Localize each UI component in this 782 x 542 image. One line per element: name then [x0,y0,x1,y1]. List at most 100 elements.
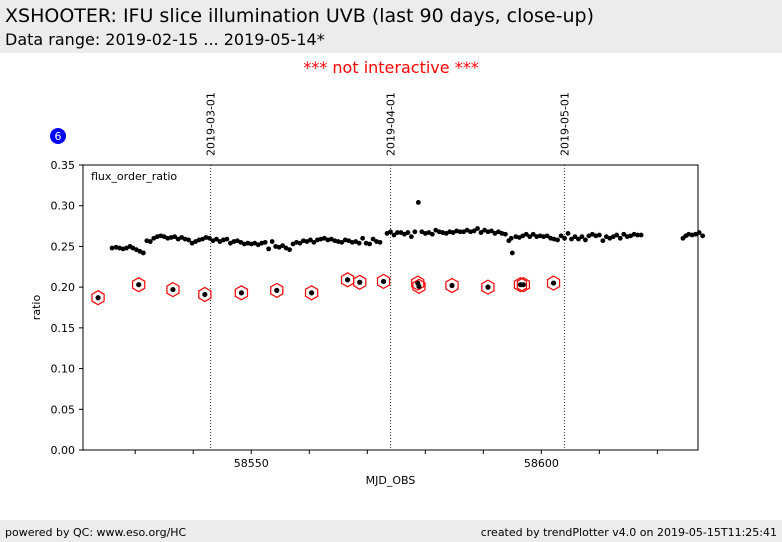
data-point [339,239,345,245]
data-point [576,236,581,242]
data-point [207,235,212,241]
y-tick-label: 0.00 [51,444,76,457]
highlight-point [416,283,422,289]
data-point [614,232,620,238]
highlight-marker [412,278,426,294]
highlight-point [357,279,363,285]
data-point [395,230,400,235]
data-point [621,231,627,237]
data-point [617,235,623,241]
data-point [262,239,268,245]
count-badge [50,128,66,144]
data-point [558,233,564,239]
highlight-point [520,282,526,288]
highlight-point [449,282,455,289]
data-point [360,235,366,241]
footer-bar: powered by QC: www.eso.org/HC created by… [0,520,782,542]
highlight-point [95,295,101,301]
footer-powered-by: powered by QC: www.eso.org/HC [5,526,187,539]
data-point [489,228,494,234]
highlight-marker [376,273,391,290]
y-tick-label: 0.25 [51,240,76,253]
data-point [565,231,571,236]
data-point [391,232,397,238]
highlight-point [380,278,387,285]
data-point [502,231,508,237]
highlight-point [308,290,315,296]
data-point [147,239,153,244]
highlight-point [202,291,208,298]
data-point [475,226,480,231]
highlight-point [274,287,280,293]
data-point [269,239,275,244]
highlight-marker [516,277,531,293]
data-point [186,237,191,243]
y-axis-label: ratio [30,295,43,321]
highlight-point [485,284,491,290]
date-marker-label: 2019-05-01 [559,92,572,156]
data-point [583,237,588,243]
highlight-marker [132,277,146,293]
data-point [308,237,313,243]
data-point [415,200,421,205]
data-point [696,230,702,235]
data-point [412,229,418,235]
y-tick-label: 0.20 [51,281,76,294]
count-badge-label: 6 [55,130,62,143]
highlight-marker [304,285,319,301]
highlight-marker [546,275,561,291]
data-point [172,234,178,240]
data-point [700,233,706,239]
data-point [635,232,641,238]
x-tick-label: 58550 [234,457,269,470]
x-axis-label: MJD_OBS [366,474,416,487]
data-point [555,237,560,243]
data-point [523,231,529,237]
data-point [311,239,317,245]
highlight-point [136,282,142,288]
highlight-point [550,280,557,286]
highlight-marker [445,277,459,294]
highlight-point [238,290,244,296]
data-point [405,230,411,235]
data-point [297,240,303,246]
data-point [214,236,219,242]
date-marker-label: 2019-04-01 [385,92,398,156]
footer-created-by: created by trendPlotter v4.0 on 2019-05-… [480,526,777,539]
data-range-subtitle: Data range: 2019-02-15 ... 2019-05-14* [5,30,325,49]
x-tick-label: 58600 [524,457,559,470]
data-point [530,231,536,237]
data-point [527,234,533,240]
highlight-marker [513,277,528,293]
y-tick-label: 0.15 [51,322,76,335]
data-point [224,236,230,242]
highlight-marker [481,279,495,295]
data-point [544,233,550,239]
highlight-marker [198,286,212,303]
data-point [638,232,644,238]
y-tick-label: 0.30 [51,200,76,213]
data-point [370,236,376,242]
header-bar: XSHOOTER: IFU slice illumination UVB (la… [0,0,782,53]
highlight-marker [340,272,355,288]
data-point [429,231,435,237]
data-point [457,229,463,235]
data-point [509,250,515,256]
panel-label: flux_order_ratio [91,170,177,183]
data-point [600,238,606,244]
highlight-marker [91,290,105,306]
data-point [266,246,272,252]
highlight-marker [270,282,284,299]
y-tick-label: 0.35 [51,159,76,172]
y-tick-label: 0.05 [51,403,76,416]
highlight-marker [411,275,425,291]
data-point [280,243,285,249]
date-marker-label: 2019-03-01 [205,92,218,156]
data-point [377,239,383,245]
data-point [471,228,477,234]
data-point [508,235,514,241]
data-point [408,234,414,240]
data-point [367,241,373,247]
highlight-point [170,286,176,293]
